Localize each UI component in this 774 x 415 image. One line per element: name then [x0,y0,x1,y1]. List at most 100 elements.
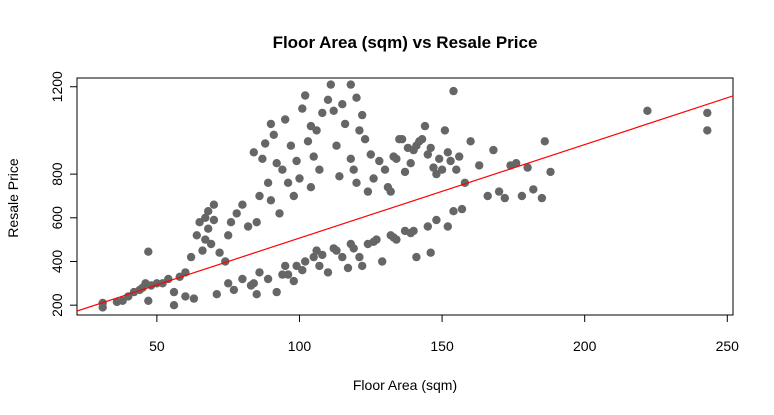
data-point [529,185,538,194]
data-point [198,246,207,255]
data-point [346,154,355,163]
data-point [278,165,287,174]
data-point [124,292,133,301]
data-point [355,126,364,135]
data-point [360,135,370,144]
data-point [289,276,298,286]
y-tick-label: 200 [49,293,65,317]
data-point [306,183,316,192]
data-point [358,110,367,120]
data-point [255,191,264,201]
data-point [306,121,316,131]
data-point [375,156,384,166]
data-point [323,268,333,277]
data-point [224,231,233,240]
data-point [446,156,455,166]
data-point [643,106,652,116]
data-point [281,115,290,124]
data-point [412,252,421,262]
data-point [204,207,213,216]
data-point [169,287,179,297]
data-point [426,143,435,153]
data-point [332,141,341,150]
data-point [489,145,498,155]
y-axis-label: Resale Price [5,158,21,238]
regression-line [77,95,733,312]
x-axis: 50 100 150 200 250 [149,314,740,354]
data-point [258,154,267,163]
plot-area [77,80,733,312]
data-point [249,148,258,157]
data-point [272,287,281,297]
data-point [466,137,475,146]
data-point [332,246,341,255]
data-point [703,108,712,118]
data-point [226,218,236,227]
data-point [224,279,233,288]
data-point [512,159,521,168]
data-point [540,137,549,146]
x-tick-label: 250 [716,338,740,354]
data-point [409,226,418,236]
data-point [523,163,532,172]
data-point [212,290,221,299]
data-point [281,261,290,271]
data-point [278,270,287,279]
data-point [189,294,199,303]
data-point [263,178,273,187]
data-point [437,165,447,174]
data-point [346,80,355,89]
data-point [283,178,293,187]
data-point [435,154,444,163]
data-point [201,235,210,244]
data-point [369,237,378,246]
data-point [192,231,201,240]
data-point [340,119,350,129]
y-tick-label: 600 [49,206,65,230]
data-point [238,200,247,209]
data-point [449,86,458,96]
data-point [323,95,333,105]
data-point [386,187,395,196]
data-point [406,159,415,168]
data-point [349,244,358,253]
data-point [292,156,301,166]
data-point [303,137,313,146]
data-point [309,152,318,161]
data-point [366,150,375,159]
data-point [272,159,281,168]
data-point [423,222,432,231]
data-point [429,163,438,172]
data-point [266,119,276,129]
data-point [329,106,338,116]
data-point [335,172,344,181]
data-point [206,239,216,249]
data-point [443,222,452,231]
data-point [312,246,321,255]
data-point [449,207,458,216]
chart-title: Floor Area (sqm) vs Resale Price [273,33,538,52]
data-point [164,274,173,284]
data-point [215,248,224,257]
y-tick-label: 1200 [49,71,65,102]
data-point [440,126,450,135]
data-point [298,266,307,275]
data-point [400,167,410,177]
data-point [318,250,327,260]
data-point [369,174,378,183]
data-point [432,215,441,225]
data-point [295,174,304,183]
data-point [312,126,321,135]
data-point [301,91,310,100]
data-point [457,204,467,214]
data-point [255,268,264,277]
x-tick-label: 50 [149,338,165,354]
data-point [286,141,296,150]
y-tick-label: 800 [49,162,65,186]
data-point [338,252,347,262]
data-point [483,191,492,201]
data-point [315,165,324,174]
data-point [537,193,547,203]
data-point [266,196,276,205]
data-point [703,126,712,135]
